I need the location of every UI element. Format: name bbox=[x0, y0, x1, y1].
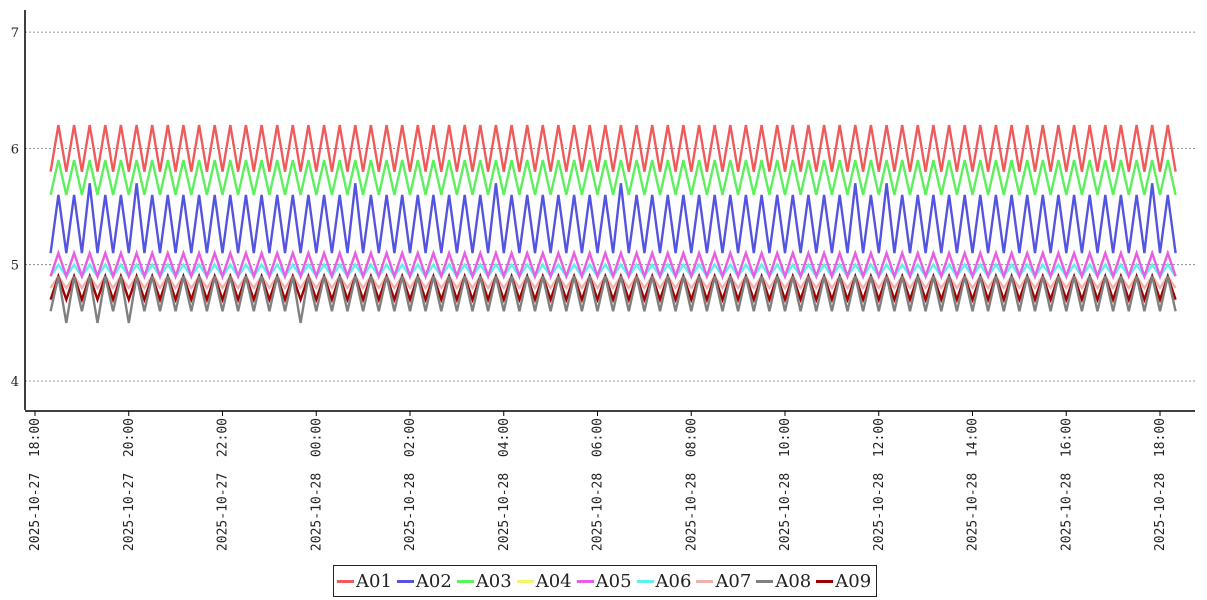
legend-swatch bbox=[576, 579, 594, 583]
x-tick-label: 2025-10-27 18:00 bbox=[28, 418, 43, 551]
series-line-a07 bbox=[49, 274, 1177, 291]
legend-label: A04 bbox=[535, 570, 572, 592]
legend-item-a02: A02 bbox=[396, 570, 452, 592]
x-tick-label: 2025-10-28 00:00 bbox=[309, 418, 324, 551]
legend-item-a01: A01 bbox=[337, 571, 392, 592]
legend-item-a06: A06 bbox=[636, 570, 692, 592]
legend: A01 A02 A03 A04 A05 A06 A07 A08 A09 bbox=[333, 565, 878, 597]
x-tick-label: 2025-10-28 04:00 bbox=[497, 418, 512, 551]
legend-swatch bbox=[396, 579, 414, 583]
x-tick-label: 2025-10-28 02:00 bbox=[403, 418, 418, 551]
legend-label: A09 bbox=[835, 570, 872, 592]
y-tick-label: 4 bbox=[11, 375, 19, 390]
series-lines bbox=[49, 124, 1177, 324]
legend-label: A01 bbox=[356, 570, 392, 592]
x-tick-label: 2025-10-28 18:00 bbox=[1153, 418, 1168, 551]
legend-swatch bbox=[456, 579, 474, 583]
series-line-a01 bbox=[49, 124, 1177, 172]
y-tick-label: 5 bbox=[11, 259, 19, 274]
legend-swatch bbox=[816, 579, 834, 583]
legend-item-a04: A04 bbox=[516, 570, 572, 592]
x-tick-labels: 2025-10-27 18:00 2025-10-27 20:00 2025-10-… bbox=[28, 411, 1168, 551]
legend-label: A03 bbox=[475, 570, 512, 592]
series-line-a03 bbox=[49, 159, 1177, 196]
x-tick-label: 2025-10-27 22:00 bbox=[216, 418, 231, 551]
x-tick-label: 2025-10-28 12:00 bbox=[872, 418, 887, 551]
y-tick-label: 6 bbox=[11, 142, 19, 157]
x-tick-label: 2025-10-27 20:00 bbox=[122, 418, 137, 551]
legend-swatch bbox=[756, 579, 774, 583]
x-tick-label: 2025-10-28 16:00 bbox=[1059, 418, 1074, 551]
legend-label: A02 bbox=[415, 570, 452, 592]
legend-item-a09: A09 bbox=[816, 571, 871, 592]
legend-label: A08 bbox=[775, 570, 812, 592]
legend-label: A06 bbox=[655, 570, 692, 592]
legend-item-a07: A07 bbox=[696, 571, 751, 592]
series-line-a05 bbox=[49, 249, 1177, 281]
axes bbox=[24, 10, 1195, 412]
x-tick-label: 2025-10-28 10:00 bbox=[778, 418, 793, 551]
legend-label: A05 bbox=[595, 570, 632, 592]
legend-swatch bbox=[516, 579, 534, 583]
series-line-a09 bbox=[49, 272, 1177, 304]
series-line-a08 bbox=[49, 276, 1177, 324]
x-tick-label: 2025-10-28 14:00 bbox=[966, 418, 981, 551]
legend-swatch bbox=[636, 579, 654, 583]
legend-swatch bbox=[696, 579, 714, 583]
y-tick-labels: 4 5 6 7 bbox=[11, 26, 19, 390]
series-line-a02 bbox=[49, 183, 1177, 254]
legend-swatch bbox=[337, 579, 354, 583]
x-tick-label: 2025-10-28 08:00 bbox=[684, 418, 699, 551]
y-tick-label: 7 bbox=[11, 26, 19, 41]
legend-item-a08: A08 bbox=[756, 571, 811, 592]
legend-label: A07 bbox=[715, 570, 752, 592]
x-tick-label: 2025-10-28 06:00 bbox=[591, 418, 606, 551]
legend-item-a05: A05 bbox=[576, 570, 632, 592]
legend-item-a03: A03 bbox=[456, 570, 512, 592]
